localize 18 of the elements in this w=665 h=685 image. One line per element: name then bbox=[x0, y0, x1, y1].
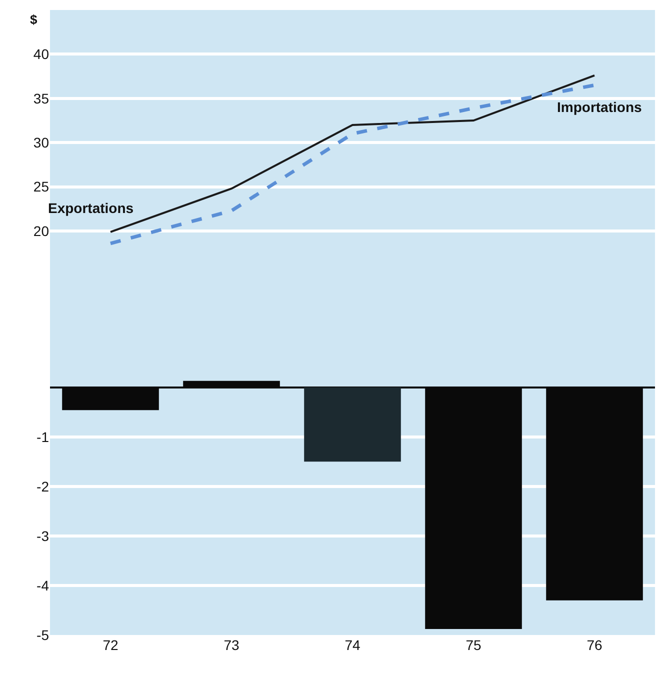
series-label: Importations bbox=[557, 99, 642, 115]
y-tick-label: 40 bbox=[33, 46, 50, 62]
y-tick-label: 35 bbox=[33, 90, 50, 106]
y-tick-label: -2 bbox=[36, 478, 50, 494]
y-tick-label: 30 bbox=[33, 134, 50, 151]
y-tick-label: -4 bbox=[36, 577, 50, 594]
x-tick-label: 76 bbox=[586, 637, 602, 653]
x-tick-label: 73 bbox=[224, 637, 240, 653]
series-label: Exportations bbox=[48, 200, 134, 216]
y-tick-label: 25 bbox=[33, 178, 50, 195]
x-tick-label: 74 bbox=[344, 637, 360, 653]
y-tick-label: -5 bbox=[36, 626, 50, 643]
x-tick-label: 72 bbox=[102, 637, 118, 653]
y-tick-label: 20 bbox=[33, 222, 50, 239]
y-tick-label: -3 bbox=[36, 528, 50, 544]
x-tick-label: 75 bbox=[466, 637, 482, 653]
y-axis-title: $ bbox=[30, 12, 38, 27]
y-tick-label: -1 bbox=[36, 428, 50, 445]
